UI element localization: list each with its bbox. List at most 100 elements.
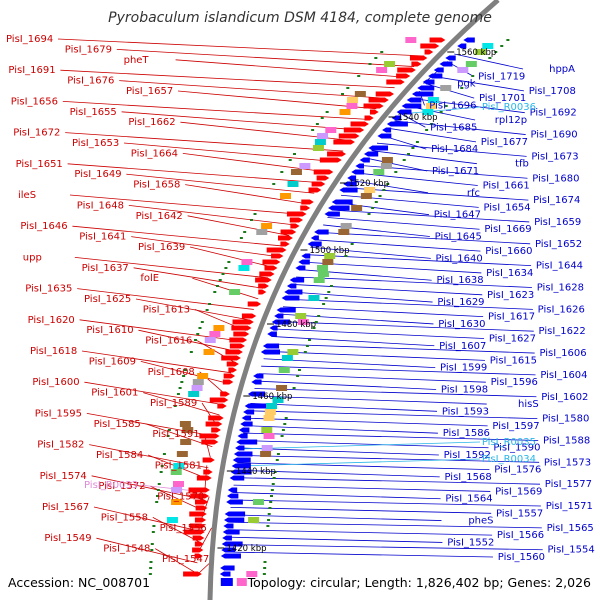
leader-line [432,75,524,92]
kbp-tick-label: 1460 kbp [252,392,292,402]
gene-label-pisi-1654: PisI_1654 [483,202,530,213]
forward-gene-arrow [247,301,262,307]
gc-mark [367,213,371,215]
cds-category-block [340,223,352,229]
forward-gene-arrow [375,91,395,97]
cds-category-block [317,133,329,139]
cds-category-block [295,313,307,319]
leader-line [72,225,284,247]
gc-mark [357,75,361,77]
cds-category-block [241,259,253,265]
reverse-gene-arrow [238,427,250,433]
leader-line [74,257,268,279]
leader-line [143,392,220,416]
leader-line [276,321,534,332]
genome-backbone [207,0,500,600]
leader-line [233,484,491,492]
leader-line [371,150,477,165]
gene-label-pisi-1558: PisI_1558 [101,512,148,523]
reverse-gene-arrow [286,283,297,289]
leader-line [345,187,529,201]
gene-label-pisi-1615: PisI_1615 [490,355,537,366]
gene-label-pisi-1674: PisI_1674 [533,195,580,206]
cds-category-block [376,67,388,73]
cds-category-block [188,391,200,397]
leader-line [350,179,429,194]
gene-label-pisi-1557: PisI_1557 [496,508,543,519]
leader-line [182,153,329,173]
reverse-gene-arrow [328,205,350,211]
forward-gene-arrow [209,397,229,403]
gene-label-pisi-1601: PisI_1601 [91,388,138,399]
gene-label-pisi-1662: PisI_1662 [128,117,175,128]
cds-category-block [317,265,329,271]
leader-line [376,142,527,157]
reverse-gene-arrow [276,307,296,313]
leader-line [292,284,483,296]
reverse-gene-arrow [368,145,389,151]
reverse-gene-arrow [233,451,253,457]
gene-label-pisi-1588: PisI_1588 [543,435,590,446]
forward-gene-arrow [266,247,287,253]
reverse-gene-arrow [253,373,264,379]
gc-mark [194,339,198,341]
gene-label-pisi-1647: PisI_1647 [434,210,481,221]
gene-label-pisi-1617: PisI_1617 [488,312,535,323]
rna-leader-line [399,106,481,115]
leader-line [232,492,441,500]
rna-leader-line [239,441,481,450]
gene-label-pisi-1590: PisI_1590 [493,443,540,454]
leader-line [394,120,526,135]
cds-category-block [325,127,337,133]
cds-category-block [171,487,183,493]
gene-label-pisi-1566: PisI_1566 [497,530,544,541]
forward-gene-arrow [196,475,212,481]
gene-label-pisi-1653: PisI_1653 [72,138,119,149]
leader-line [355,172,478,186]
gc-mark [149,567,153,569]
reverse-gene-arrow [289,277,305,283]
gene-label-rfc: rfc [467,188,480,199]
leader-line [154,548,198,574]
gene-label-pisi-1609: PisI_1609 [89,356,136,367]
gene-label-pisi-1622: PisI_1622 [539,326,586,337]
gene-label-pisi-1571: PisI_1571 [546,501,593,512]
cds-category-block [166,517,178,523]
gc-mark [280,435,284,437]
cds-category-block [474,49,486,55]
cds-category-block [338,229,350,235]
gene-label-pisi-1646: PisI_1646 [20,221,67,232]
forward-gene-arrow [350,121,369,127]
kbp-tick-label: 1500 kbp [309,246,349,256]
forward-gene-arrow [386,79,405,85]
cds-category-block [405,37,417,43]
gc-mark [308,339,312,341]
reverse-gene-arrow [221,541,243,547]
gc-mark [460,87,464,89]
cds-category-block [360,193,372,199]
leader-line [254,388,537,398]
rna-leader-line [236,458,481,467]
forward-gene-arrow [308,187,322,193]
leader-line [152,517,200,543]
gc-mark [329,285,333,287]
reverse-gene-arrow [386,121,408,127]
leader-line [93,506,200,532]
gene-label-pisi-1608: PisI_1608 [148,367,195,378]
gc-mark [156,489,160,491]
gc-mark [314,321,318,323]
reverse-gene-arrow [284,289,303,295]
gc-mark [249,219,253,221]
gene-label-pisi-1641: PisI_1641 [79,232,126,243]
kbp-tick-label: 1420 kbp [226,544,266,554]
forward-gene-arrow [232,319,254,325]
reverse-gene-arrow [307,241,322,247]
cds-category-block [313,277,325,283]
leader-line [89,444,209,469]
gene-label-tfb: tfb [515,159,529,170]
gc-mark [325,111,329,113]
gc-mark [322,303,326,305]
gene-label-pisi-1616: PisI_1616 [145,336,192,347]
reverse-gene-arrow [301,253,311,259]
